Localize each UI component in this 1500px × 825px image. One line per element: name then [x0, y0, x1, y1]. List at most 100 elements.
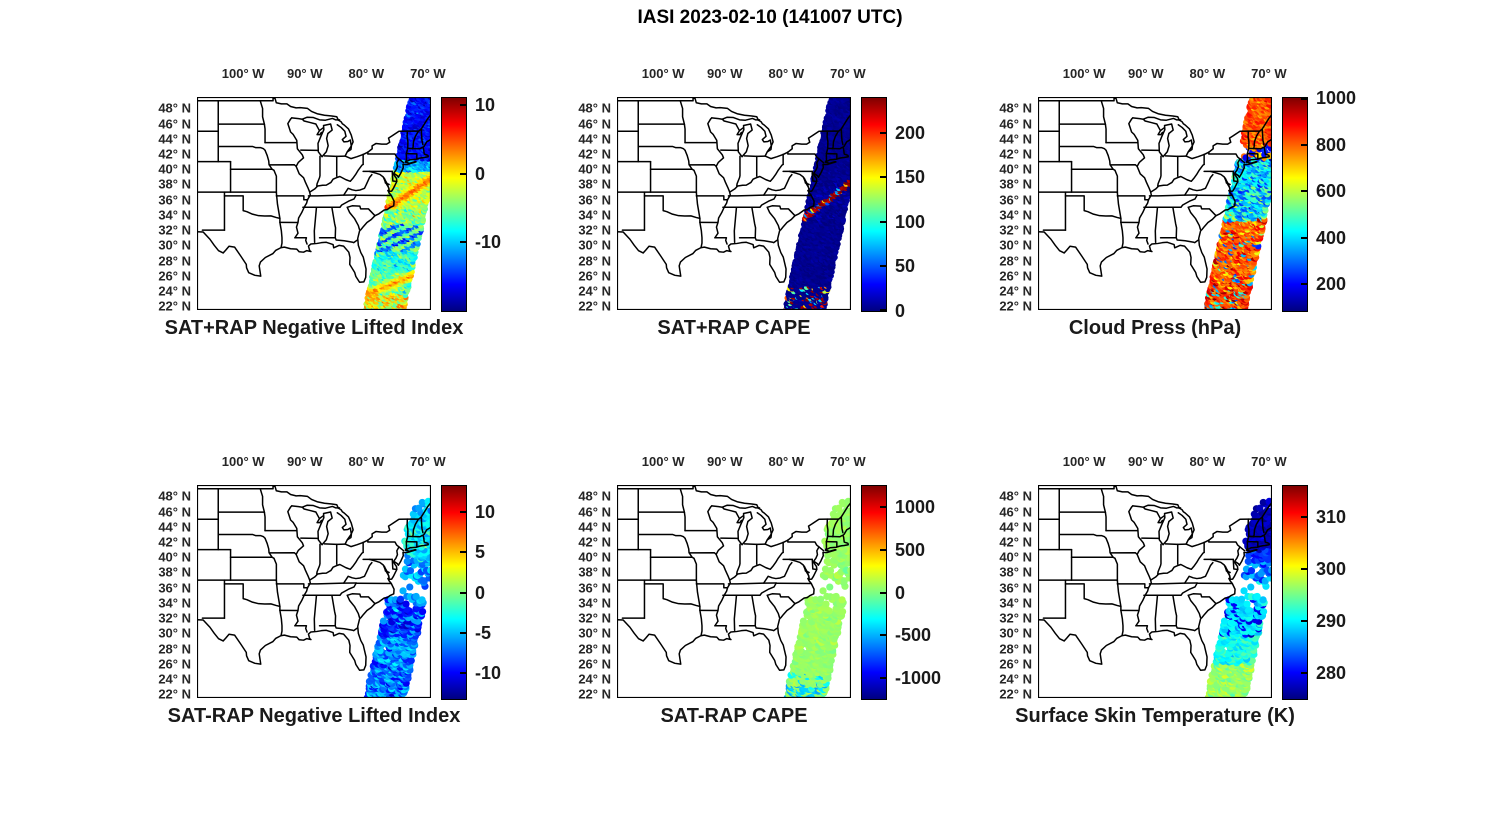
- lat-tick-label: 34° N: [999, 595, 1032, 611]
- lat-tick-label: 48° N: [999, 488, 1032, 504]
- lon-tick-label: 80° W: [768, 66, 805, 81]
- colorbar-tick-label: -5: [475, 622, 492, 643]
- colorbar-tick-label: -500: [895, 625, 932, 646]
- lat-tick-label: 26° N: [999, 268, 1032, 284]
- lat-tick-label: 22° N: [999, 298, 1032, 314]
- lon-tick-label: 100° W: [221, 66, 265, 81]
- lat-tick-label: 44° N: [999, 519, 1032, 535]
- lat-tick-label: 42° N: [578, 146, 611, 162]
- colorbar-tick-label: 200: [895, 122, 926, 143]
- lat-tick-label: 44° N: [999, 131, 1032, 147]
- lat-tick-label: 24° N: [578, 671, 611, 687]
- lat-tick-label: 30° N: [158, 625, 191, 641]
- lat-tick-label: 46° N: [158, 504, 191, 520]
- colorbar-tick: [460, 103, 466, 106]
- lat-tick-label: 30° N: [578, 625, 611, 641]
- colorbar-tick: [1301, 143, 1307, 146]
- lat-tick-label: 40° N: [158, 549, 191, 565]
- lat-tick-label: 22° N: [158, 298, 191, 314]
- lat-tick-label: 22° N: [158, 686, 191, 702]
- lat-tick-label: 44° N: [578, 519, 611, 535]
- lat-tick-label: 38° N: [999, 176, 1032, 192]
- lat-tick-label: 40° N: [578, 161, 611, 177]
- colorbar-tick-label: -10: [475, 232, 502, 253]
- lat-tick-label: 32° N: [158, 610, 191, 626]
- lat-tick-label: 26° N: [158, 268, 191, 284]
- lat-tick-label: 46° N: [999, 504, 1032, 520]
- colorbar-sat-minus-rap-negative-lifted-index: 10 5 0 -5 -10: [441, 485, 501, 700]
- lat-tick-label: 38° N: [999, 564, 1032, 580]
- lat-tick-label: 42° N: [158, 146, 191, 162]
- lat-tick-label: 34° N: [999, 207, 1032, 223]
- colorbar-cloud-press: 1000 800 600 400 200: [1282, 88, 1356, 312]
- lat-tick-label: 36° N: [578, 192, 611, 208]
- colorbar-tick: [460, 551, 466, 554]
- lon-tick-label: 90° W: [1127, 66, 1164, 81]
- colorbar-tick: [880, 591, 886, 594]
- lat-tick-label: 48° N: [578, 100, 611, 116]
- lat-tick-label: 40° N: [999, 161, 1032, 177]
- lat-tick-label: 48° N: [578, 488, 611, 504]
- colorbar-tick-label: 10: [475, 94, 496, 115]
- lon-tick-label: 90° W: [286, 66, 323, 81]
- lat-tick-label: 40° N: [999, 549, 1032, 565]
- lat-tick-label: 36° N: [999, 192, 1032, 208]
- lat-tick-label: 34° N: [158, 207, 191, 223]
- colorbar-sat-plus-rap-negative-lifted-index: 10 0 -10: [441, 95, 501, 312]
- colorbar-tick-label: 0: [475, 163, 486, 184]
- lon-tick-label: 100° W: [1062, 454, 1106, 469]
- lon-tick-label: 70° W: [1251, 454, 1287, 469]
- panel-title-sat-minus-rap-negative-lifted-index: SAT-RAP Negative Lifted Index: [167, 705, 461, 727]
- colorbar-tick: [880, 309, 886, 311]
- colorbar-tick: [460, 672, 466, 675]
- lat-tick-label: 26° N: [578, 268, 611, 284]
- lat-tick-label: 32° N: [158, 222, 191, 238]
- panel-surface-skin-temperature: 100° W 90° W 80° W 70° W 48° N 46° N 44° N 42° …: [999, 454, 1346, 727]
- map-scatter-canvas-sat-plus-rap-negative-lifted-index: [197, 97, 431, 310]
- colorbar-tick-label: 290: [1316, 611, 1347, 632]
- colorbar-tick-label: 310: [1316, 507, 1347, 528]
- lat-tick-label: 28° N: [158, 253, 191, 269]
- lat-tick-label: 44° N: [158, 131, 191, 147]
- lat-tick-label: 42° N: [578, 534, 611, 550]
- colorbar-sat-plus-rap-cape: 200 150 100 50 0: [861, 97, 925, 321]
- lat-tick-label: 26° N: [158, 656, 191, 672]
- lat-tick-label: 38° N: [578, 176, 611, 192]
- colorbar-tick-label: 0: [895, 301, 906, 321]
- lat-tick-label: 28° N: [158, 641, 191, 657]
- map-scatter-canvas-sat-plus-rap-cape: [617, 97, 851, 310]
- lat-tick-label: 42° N: [999, 146, 1032, 162]
- lon-tick-label: 70° W: [830, 66, 866, 81]
- colorbar-tick-label: 280: [1316, 663, 1347, 684]
- lon-tick-label: 100° W: [1062, 66, 1106, 81]
- lat-tick-label: 42° N: [158, 534, 191, 550]
- lon-tick-label: 90° W: [1127, 454, 1164, 469]
- colorbar-tick-label: 0: [895, 582, 906, 603]
- lon-tick-label: 70° W: [1251, 66, 1287, 81]
- lon-tick-label: 90° W: [286, 454, 323, 469]
- map-scatter-canvas-cloud-press: [1038, 97, 1272, 310]
- lat-tick-label: 24° N: [999, 283, 1032, 299]
- colorbar-tick: [880, 220, 886, 223]
- colorbar-tick-label: 10: [475, 501, 496, 522]
- lat-tick-label: 34° N: [578, 207, 611, 223]
- map-scatter-canvas-sat-minus-rap-negative-lifted-index: [197, 485, 431, 698]
- panel-sat-plus-rap-cape: 100° W 90° W 80° W 70° W 48° N 46° N 44° N 42° …: [578, 66, 925, 339]
- lat-tick-label: 34° N: [158, 595, 191, 611]
- lat-tick-label: 32° N: [578, 610, 611, 626]
- colorbar-tick: [880, 131, 886, 134]
- colorbar-tick: [1301, 672, 1307, 675]
- colorbar-tick-label: 300: [1316, 559, 1347, 580]
- colorbar-tick: [460, 172, 466, 175]
- lat-tick-label: 32° N: [578, 222, 611, 238]
- lat-tick-label: 24° N: [158, 283, 191, 299]
- colorbar-tick: [880, 676, 886, 679]
- lon-tick-label: 80° W: [768, 454, 805, 469]
- lat-tick-label: 32° N: [999, 222, 1032, 238]
- panel-title-sat-minus-rap-cape: SAT-RAP CAPE: [660, 705, 808, 727]
- lat-tick-label: 28° N: [999, 641, 1032, 657]
- lat-tick-label: 36° N: [158, 192, 191, 208]
- lat-tick-label: 24° N: [578, 283, 611, 299]
- colorbar-tick-label: 0: [475, 582, 486, 603]
- lat-tick-label: 44° N: [578, 131, 611, 147]
